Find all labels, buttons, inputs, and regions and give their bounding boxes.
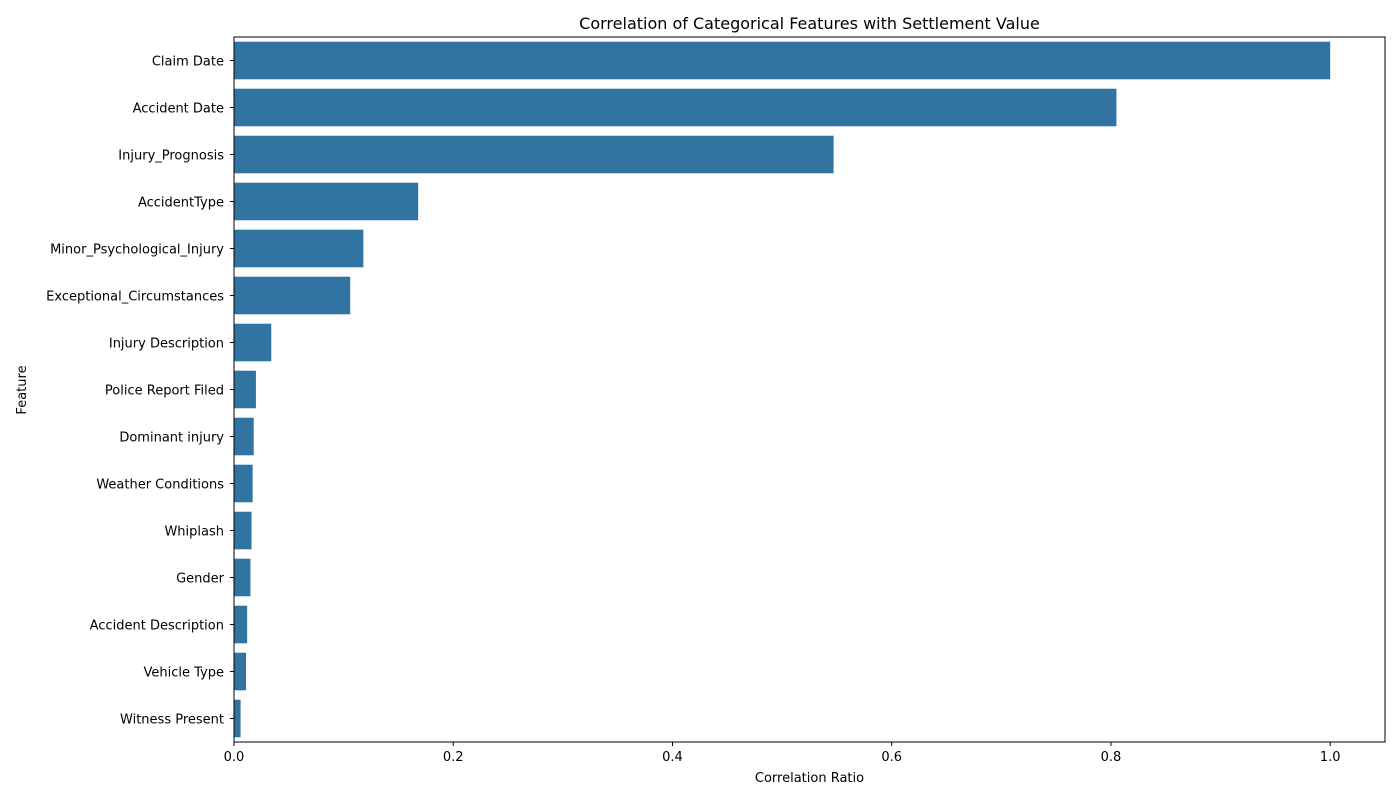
bar <box>234 323 272 362</box>
y-tick-label: Injury Description <box>109 337 224 352</box>
x-tick-label: 0.2 <box>443 750 464 765</box>
y-tick-label: Accident Date <box>133 102 224 117</box>
bar <box>234 41 1331 80</box>
y-tick-label: Vehicle Type <box>144 666 224 681</box>
y-tick-label: Weather Conditions <box>96 478 224 493</box>
bar <box>234 88 1117 127</box>
x-tick-label: 1.0 <box>1320 750 1341 765</box>
bar <box>234 699 241 738</box>
bar <box>234 558 251 597</box>
y-tick-label: Injury_Prognosis <box>118 149 224 164</box>
y-tick-label: Exceptional_Circumstances <box>46 290 224 305</box>
y-axis-label: Feature <box>15 365 30 414</box>
chart-title: Correlation of Categorical Features with… <box>579 14 1040 33</box>
bar <box>234 182 419 221</box>
bar <box>234 605 248 644</box>
y-tick-label: Claim Date <box>152 55 224 70</box>
bar <box>234 417 254 456</box>
bars-layer <box>234 41 1331 738</box>
bar <box>234 229 364 268</box>
x-tick-label: 0.6 <box>881 750 902 765</box>
bar <box>234 464 253 503</box>
x-tick-label: 0.4 <box>662 750 683 765</box>
x-tick-label: 0.8 <box>1101 750 1122 765</box>
bar <box>234 652 247 691</box>
bar <box>234 276 351 315</box>
y-tick-label: Minor_Psychological_Injury <box>50 243 224 258</box>
y-axis: Claim Date Accident Date Injury_Prognosis A… <box>46 55 234 728</box>
bar <box>234 370 256 409</box>
x-axis: 0.0 0.2 0.4 0.6 0.8 1.0 <box>224 742 1341 765</box>
x-axis-label: Correlation Ratio <box>755 771 864 786</box>
plot-frame <box>233 36 1386 743</box>
y-tick-label: AccidentType <box>138 196 224 211</box>
y-tick-label: Police Report Filed <box>105 384 224 399</box>
y-tick-label: Dominant injury <box>119 431 224 446</box>
bar <box>234 135 834 174</box>
bar <box>234 511 252 550</box>
y-tick-label: Gender <box>176 572 225 587</box>
y-tick-label: Witness Present <box>120 713 224 728</box>
y-tick-label: Accident Description <box>90 619 224 634</box>
y-tick-label: Whiplash <box>164 525 224 540</box>
x-tick-label: 0.0 <box>224 750 245 765</box>
